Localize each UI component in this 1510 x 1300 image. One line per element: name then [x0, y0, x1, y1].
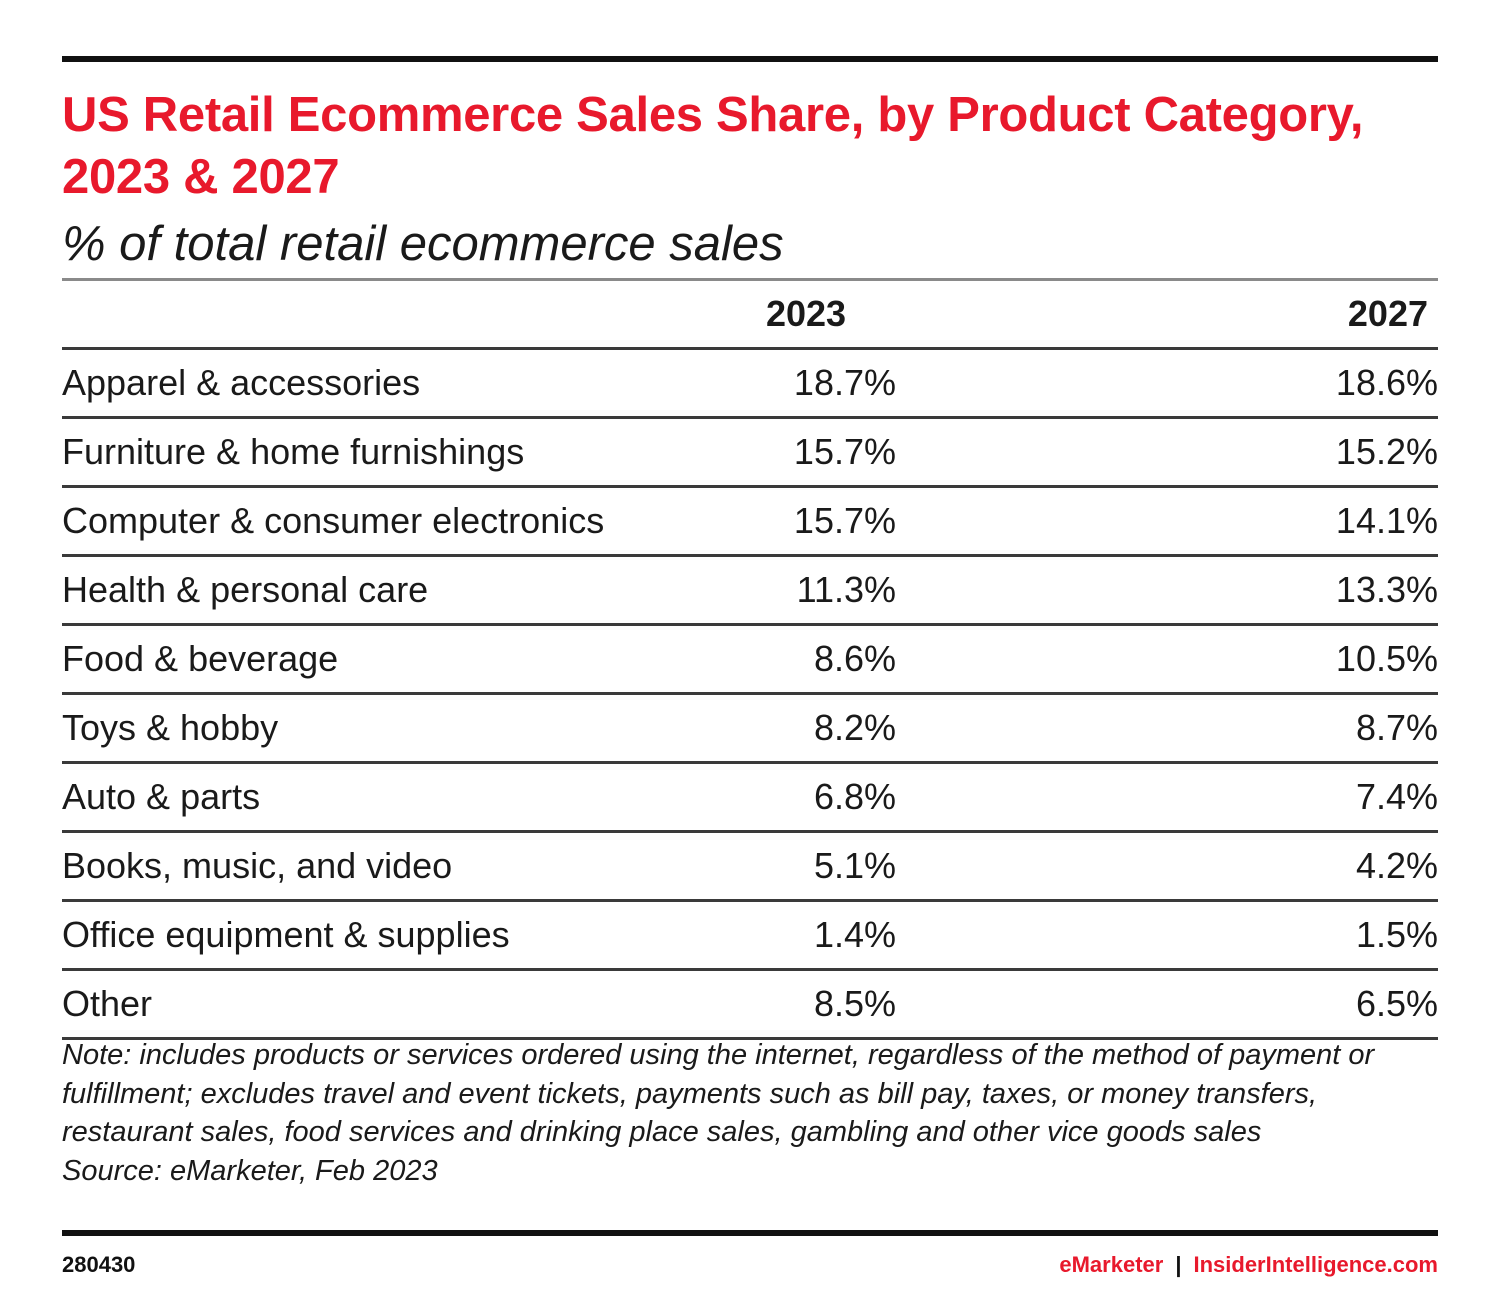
row-label: Apparel & accessories	[62, 362, 421, 403]
chart-subtitle: % of total retail ecommerce sales	[62, 217, 784, 271]
row-label: Health & personal care	[62, 569, 429, 610]
table-head-rule	[62, 278, 1438, 281]
value-2023: 8.6%	[813, 638, 896, 679]
value-2027: 18.6%	[1335, 362, 1438, 403]
chart-id: 280430	[62, 1252, 136, 1277]
chart-note: Note: includes products or services orde…	[62, 1036, 1438, 1190]
table-row: Other 8.5% 6.5%	[62, 971, 1438, 1040]
value-2023: 8.5%	[813, 983, 896, 1024]
value-2023: 18.7%	[793, 362, 896, 403]
table-row: Toys & hobby 8.2% 8.7%	[62, 695, 1438, 764]
site-link[interactable]: InsiderIntelligence.com	[1193, 1252, 1438, 1277]
value-2027: 7.4%	[1355, 776, 1438, 817]
table-row: Auto & parts 6.8% 7.4%	[62, 764, 1438, 833]
value-2027: 6.5%	[1355, 983, 1438, 1024]
table-row: Furniture & home furnishings 15.7% 15.2%	[62, 419, 1438, 488]
table-row: Health & personal care 11.3% 13.3%	[62, 557, 1438, 626]
value-2023: 1.4%	[813, 914, 896, 955]
brand-separator: |	[1175, 1252, 1182, 1277]
value-2027: 10.5%	[1335, 638, 1438, 679]
value-2023: 11.3%	[796, 569, 896, 610]
row-label: Books, music, and video	[62, 845, 453, 886]
table-row: Food & beverage 8.6% 10.5%	[62, 626, 1438, 695]
table-row: Apparel & accessories 18.7% 18.6%	[62, 350, 1438, 419]
chart-card: US Retail Ecommerce Sales Share, by Prod…	[62, 56, 1438, 1277]
table-row: Books, music, and video 5.1% 4.2%	[62, 833, 1438, 902]
row-label: Food & beverage	[62, 638, 339, 679]
value-2023: 15.7%	[793, 431, 896, 472]
row-label: Computer & consumer electronics	[62, 500, 605, 541]
value-2027: 15.2%	[1335, 431, 1438, 472]
value-2027: 8.7%	[1355, 707, 1438, 748]
row-label: Furniture & home furnishings	[62, 431, 525, 472]
value-2027: 4.2%	[1355, 845, 1438, 886]
header-2027: 2027	[1347, 293, 1428, 334]
value-2027: 14.1%	[1335, 500, 1438, 541]
header-2023: 2023	[765, 293, 847, 334]
top-rule	[62, 56, 1438, 62]
row-label: Other	[62, 983, 153, 1024]
value-2027: 1.5%	[1355, 914, 1438, 955]
row-label: Toys & hobby	[62, 707, 279, 748]
note-text: Note: includes products or services orde…	[62, 1039, 1375, 1148]
table-body: Apparel & accessories 18.7% 18.6% Furniture…	[62, 350, 1438, 1040]
value-2023: 5.1%	[813, 845, 896, 886]
footer-brand: eMarketer | InsiderIntelligence.com	[1059, 1252, 1438, 1278]
table-row: Computer & consumer electronics 15.7% 14.1…	[62, 488, 1438, 557]
data-table: 2023 2027 Apparel & accessories 18.7% 18.6…	[62, 278, 1438, 1040]
value-2023: 6.8%	[813, 776, 896, 817]
chart-title: US Retail Ecommerce Sales Share, by Prod…	[62, 88, 1364, 204]
table-row: Office equipment & supplies 1.4% 1.5%	[62, 902, 1438, 971]
brand-name: eMarketer	[1059, 1252, 1164, 1277]
table-header-row: 2023 2027	[62, 281, 1438, 350]
row-label: Office equipment & supplies	[62, 914, 510, 955]
row-label: Auto & parts	[62, 776, 261, 817]
value-2023: 8.2%	[813, 707, 896, 748]
bottom-rule	[62, 1230, 1438, 1236]
value-2027: 13.3%	[1335, 569, 1438, 610]
source-text: Source: eMarketer, Feb 2023	[62, 1154, 438, 1187]
value-2023: 15.7%	[793, 500, 896, 541]
